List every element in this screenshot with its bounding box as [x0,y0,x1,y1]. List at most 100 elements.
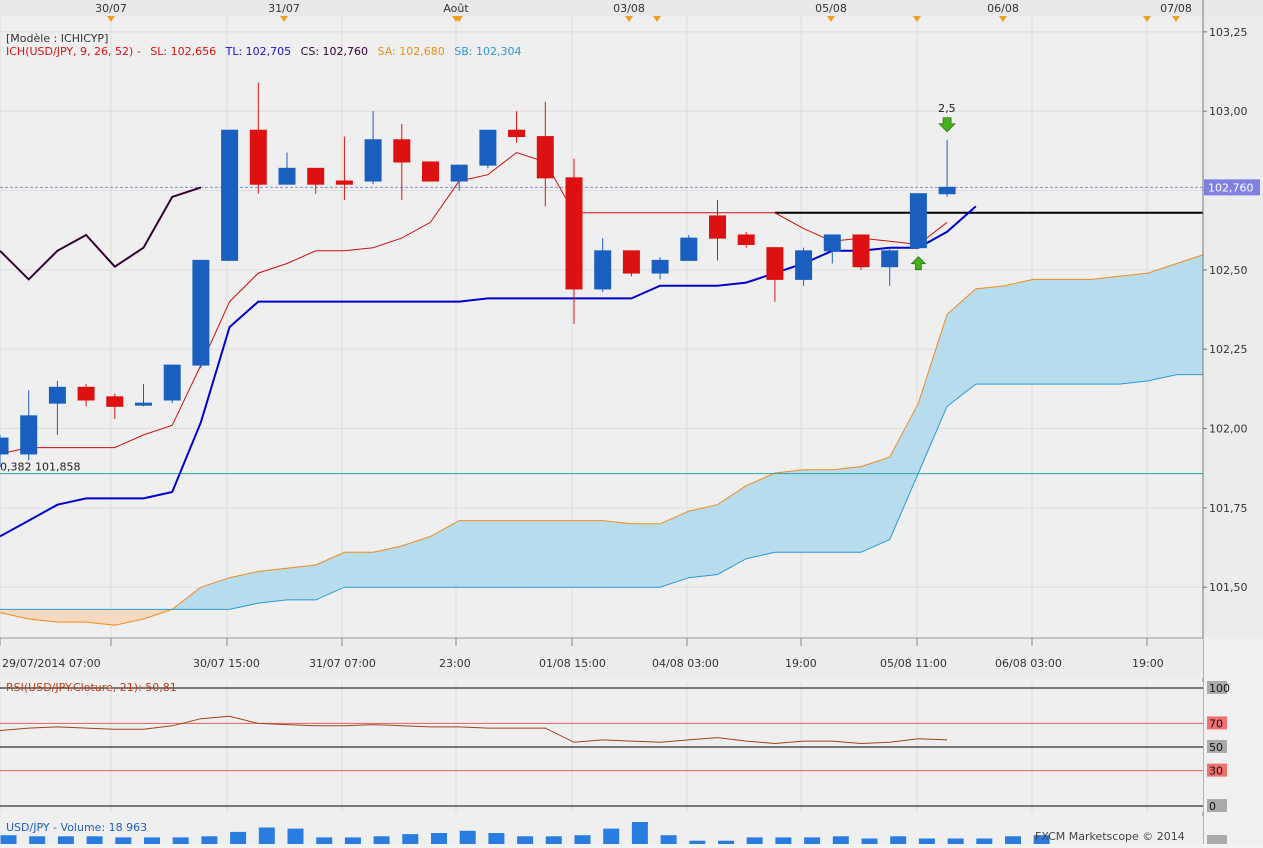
x-tick-label: 30/07 15:00 [193,657,260,670]
candle-body [508,129,526,138]
volume-bar [1005,836,1021,844]
y-tick-label: 101,50 [1209,581,1248,594]
time-axis [0,638,1203,678]
cloud-segment [401,536,431,588]
candle-body [594,250,612,290]
rsi-level-badge [1207,740,1227,753]
cloud-segment [315,552,345,600]
cloud-segment [287,565,316,600]
kijun-sen-line [0,205,977,538]
candle-body [307,167,325,185]
cloud-segment [1090,276,1120,385]
current-price-label: 102,760 [1208,181,1254,194]
rsi-level-label: 100 [1209,682,1230,695]
rsi-level-badge [1207,799,1227,812]
volume-bar [545,836,562,844]
volume-level-badge [1207,835,1227,844]
candle-body [536,136,554,179]
candle-body [221,129,239,261]
volume-bar [344,837,361,844]
cloud-segment [861,457,890,553]
cloud-segment [832,466,861,553]
candle-body [364,139,382,182]
cloud-segment [631,523,661,588]
date-marker-icon [913,16,921,22]
volume-bar [746,837,763,844]
candle-body [881,250,899,268]
volume-bar [947,838,964,844]
price-axis [1203,16,1263,638]
top-date-label: 07/08 [1160,2,1192,15]
cloud-segment [229,571,259,610]
volume-bar [115,837,132,844]
y-tick-label: 102,25 [1209,343,1248,356]
candle-body [680,237,698,261]
cloud-segment [602,520,632,588]
date-marker-icon [107,16,115,22]
candle-body [737,234,755,245]
volume-bar [230,831,247,844]
candle-body [422,161,439,182]
top-date-label: 03/08 [613,2,645,15]
volume-bar [689,840,706,844]
volume-bar [890,836,907,844]
candle-body [0,437,9,455]
cloud-segment [889,403,919,540]
candle-body [622,250,640,274]
rsi-level-badge [1207,716,1227,730]
date-marker-icon [1143,16,1151,22]
volume-pane [0,816,1203,844]
date-marker-icon [827,16,835,22]
candle-body [20,415,38,455]
rsi-level-badge [1207,763,1227,777]
cloud-segment [459,520,488,588]
top-date-label: 05/08 [815,2,847,15]
volume-bar [431,833,447,844]
sl-value: SL: 102,656 [150,45,217,58]
volume-bar [172,837,189,844]
volume-bar [373,836,390,844]
volume-bar [29,836,46,844]
fibonacci-level-label: 0,382 101,858 [0,461,80,474]
volume-bar [1033,835,1050,844]
candle-body [909,193,927,249]
candle-body [823,234,841,252]
cloud-segment [487,520,517,588]
date-marker-icon [999,16,1007,22]
candle-body [163,364,181,401]
cloud-segment [258,568,287,604]
cloud-segment [1033,279,1062,385]
volume-bar [316,837,333,844]
down-arrow-signal-icon [938,117,957,133]
tenkan-sen-line [0,151,948,455]
volume-label: USD/JPY - Volume: 18 963 [6,821,147,834]
rsi-level-label: 50 [1209,741,1223,754]
volume-bar [660,835,677,844]
volume-bar [488,833,505,844]
x-tick-label: 19:00 [785,657,817,670]
cloud-segment [516,520,546,588]
candle-body [565,177,583,290]
candle-body [249,129,267,185]
date-marker-icon [625,16,633,22]
rsi-level-label: 30 [1209,765,1223,778]
volume-bar [804,837,821,844]
cloud-segment [717,485,747,575]
candle-body [135,402,152,406]
cloud-segment [803,469,833,553]
cloud-segment [774,469,804,553]
candle-body [450,164,468,182]
date-marker-icon [1172,16,1180,22]
volume-bar [517,836,534,844]
indicator-legend: ICH(USD/JPY, 9, 26, 52) - SL: 102,656 TL… [6,45,521,58]
sb-value: SB: 102,304 [454,45,522,58]
candle-body [651,259,669,274]
x-tick-label: 04/08 03:00 [652,657,719,670]
volume-bar [201,836,218,844]
candle-body [766,247,784,280]
cloud-segment [1148,263,1177,381]
volume-bar [603,828,620,844]
y-tick-label: 101,75 [1209,502,1248,515]
candle-body [852,234,870,268]
candle-body [393,139,411,163]
